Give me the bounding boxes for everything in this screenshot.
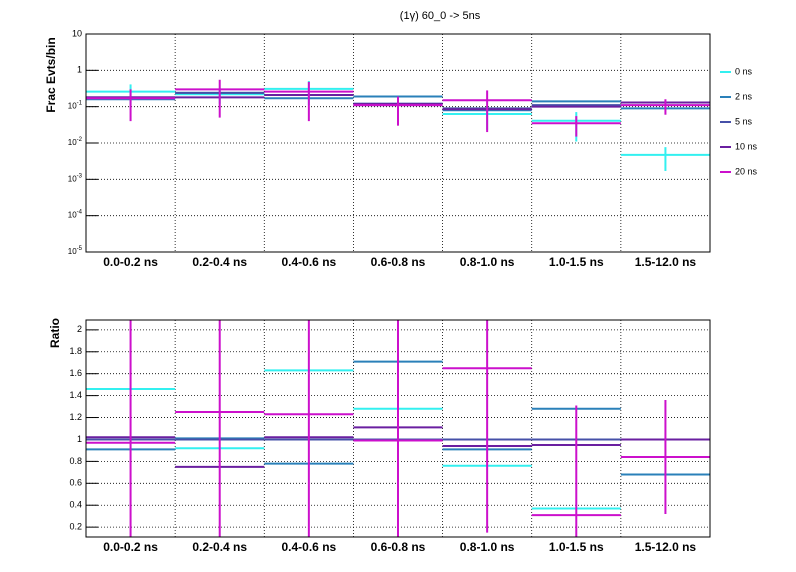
y-tick-label: 1.2 (69, 412, 82, 422)
x-tick-label: 0.0-0.2 ns (103, 255, 158, 269)
y-tick-label: 10-4 (68, 209, 83, 220)
y-tick-label: 10 (72, 28, 82, 38)
y-tick-label: 10-3 (68, 173, 83, 184)
y-axis-title: Ratio (48, 318, 62, 348)
y-tick-exponent: -3 (77, 173, 83, 179)
y-tick-base: 10 (68, 102, 77, 111)
legend-label: 2 ns (735, 91, 753, 101)
y-tick-label: 10-5 (68, 246, 83, 257)
x-tick-label: 1.5-12.0 ns (635, 255, 697, 269)
legend-label: 20 ns (735, 166, 758, 176)
chart-title: (1γ) 60_0 -> 5ns (400, 10, 481, 22)
y-tick-label: 2 (77, 324, 82, 334)
x-tick-label: 1.0-1.5 ns (549, 540, 604, 554)
legend-label: 0 ns (735, 66, 753, 76)
x-tick-label: 0.2-0.4 ns (192, 255, 247, 269)
y-tick-base: 10 (68, 138, 77, 147)
plot-frame (85, 33, 711, 253)
x-tick-label: 0.6-0.8 ns (371, 255, 426, 269)
y-tick-label: 10-1 (68, 100, 83, 111)
y-tick-label: 0.4 (69, 500, 82, 510)
x-tick-label: 0.2-0.4 ns (192, 540, 247, 554)
y-tick-label: 1 (77, 65, 82, 75)
x-tick-label: 1.5-12.0 ns (635, 540, 697, 554)
x-tick-label: 0.8-1.0 ns (460, 540, 515, 554)
x-tick-label: 0.6-0.8 ns (371, 540, 426, 554)
x-tick-label: 0.4-0.6 ns (282, 540, 337, 554)
y-tick-base: 10 (68, 174, 77, 183)
y-tick-label: 0.8 (69, 456, 82, 466)
y-tick-label: 1.8 (69, 346, 82, 356)
x-tick-label: 0.0-0.2 ns (103, 540, 158, 554)
y-tick-base: 10 (68, 247, 77, 256)
y-tick-label: 0.6 (69, 478, 82, 488)
y-tick-label: 1.6 (69, 368, 82, 378)
y-tick-label: 1 (77, 434, 82, 444)
y-tick-exponent: -5 (77, 246, 83, 252)
y-tick-label: 0.2 (69, 522, 82, 532)
y-tick-label: 10-2 (68, 137, 83, 148)
y-tick-label: 1.4 (69, 390, 82, 400)
legend-label: 10 ns (735, 141, 758, 151)
y-tick-exponent: -1 (77, 100, 83, 106)
x-tick-label: 1.0-1.5 ns (549, 255, 604, 269)
y-tick-exponent: -4 (77, 209, 83, 215)
y-tick-exponent: -2 (77, 137, 83, 143)
y-tick-base: 10 (68, 211, 77, 220)
x-tick-label: 0.8-1.0 ns (460, 255, 515, 269)
legend-label: 5 ns (735, 116, 753, 126)
plot-frame (85, 319, 711, 538)
y-axis-title: Frac Evts/bin (44, 37, 58, 112)
x-tick-label: 0.4-0.6 ns (282, 255, 337, 269)
